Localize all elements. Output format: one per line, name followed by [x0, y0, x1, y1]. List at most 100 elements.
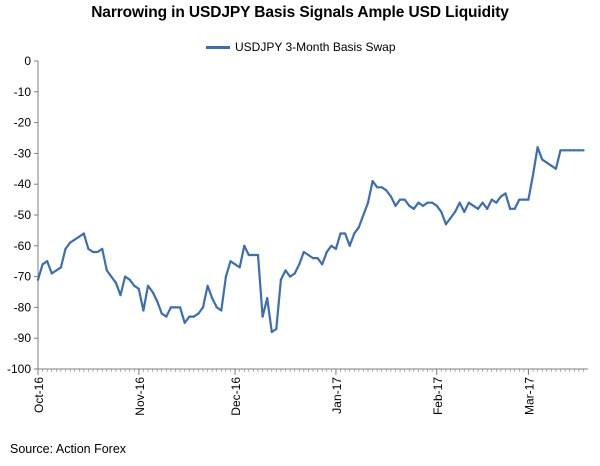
- data-point: [573, 149, 576, 152]
- y-axis: 0 -10 -20 -30 -40 -50 -60 -70 -80 -90 -100: [7, 54, 39, 376]
- x-tick-label: Mar-17: [522, 377, 536, 415]
- data-point: [490, 198, 493, 201]
- data-point: [458, 201, 461, 204]
- data-point: [518, 198, 521, 201]
- data-point: [165, 315, 168, 318]
- data-point: [261, 315, 264, 318]
- y-tick-label: -10: [14, 85, 32, 99]
- data-point: [426, 201, 429, 204]
- data-point: [142, 309, 145, 312]
- data-point: [421, 204, 425, 207]
- data-point: [522, 198, 525, 201]
- data-point: [486, 207, 489, 210]
- series-line-0: [36, 146, 585, 334]
- data-point: [504, 192, 507, 195]
- data-point: [293, 272, 296, 275]
- data-point: [68, 241, 72, 244]
- data-point: [325, 250, 328, 254]
- data-point: [339, 232, 342, 235]
- data-point: [495, 201, 498, 204]
- source-note: Source: Action Forex: [10, 442, 127, 456]
- data-point: [160, 312, 163, 315]
- chart-title: Narrowing in USDJPY Basis Signals Ample …: [91, 4, 509, 21]
- data-point: [50, 272, 53, 275]
- data-point: [46, 260, 49, 263]
- data-point: [398, 198, 402, 201]
- data-point: [444, 223, 448, 226]
- data-point: [211, 297, 214, 300]
- data-point: [348, 244, 351, 247]
- data-point: [36, 278, 40, 281]
- data-point: [101, 247, 104, 250]
- data-point: [366, 201, 370, 204]
- legend-label: USDJPY 3-Month Basis Swap: [235, 40, 396, 54]
- data-point: [440, 210, 443, 214]
- y-tick-label: 0: [24, 54, 31, 68]
- data-point: [192, 315, 195, 318]
- data-point: [403, 198, 406, 201]
- data-point: [316, 257, 319, 260]
- x-axis: Oct-16 Nov-16 Dec-16 Jan-17 Feb-17 Mar-17: [32, 368, 588, 416]
- y-tick-label: -100: [7, 362, 31, 376]
- data-point: [201, 306, 205, 309]
- data-point: [330, 244, 333, 247]
- data-point: [380, 186, 383, 189]
- data-point: [343, 232, 347, 235]
- data-point: [110, 275, 113, 278]
- y-tick-label: -20: [14, 116, 32, 130]
- data-point: [568, 149, 571, 152]
- data-point: [453, 210, 457, 214]
- data-point: [321, 263, 324, 266]
- data-point: [334, 247, 338, 250]
- data-point: [128, 278, 131, 281]
- x-tick-label: Feb-17: [431, 377, 445, 415]
- data-point: [275, 327, 278, 331]
- data-point: [146, 284, 150, 287]
- data-point: [408, 204, 411, 207]
- data-point: [559, 149, 562, 152]
- data-point: [270, 330, 273, 334]
- data-point: [197, 312, 200, 315]
- data-point: [536, 146, 539, 149]
- data-point: [371, 180, 374, 183]
- legend-swatch: [206, 45, 230, 49]
- data-point: [563, 149, 567, 152]
- data-point: [206, 284, 209, 287]
- y-tick-label: -80: [14, 300, 32, 314]
- data-point: [59, 266, 63, 269]
- data-point: [376, 186, 379, 189]
- data-point: [307, 253, 310, 257]
- data-point: [119, 293, 122, 297]
- y-tick-label: -60: [14, 239, 32, 253]
- data-point: [215, 306, 218, 309]
- data-point: [229, 260, 232, 263]
- data-point: [123, 275, 127, 278]
- data-point: [582, 149, 585, 152]
- legend: USDJPY 3-Month Basis Swap: [206, 40, 396, 54]
- data-point: [288, 275, 292, 278]
- data-point: [183, 321, 186, 324]
- y-tick-label: -40: [14, 177, 32, 191]
- data-point: [357, 226, 360, 229]
- y-tick-label: -90: [14, 331, 32, 345]
- data-point: [467, 201, 470, 204]
- y-tick-label: -30: [14, 146, 32, 160]
- x-tick-label: Jan-17: [330, 377, 344, 414]
- data-point: [96, 250, 99, 254]
- data-point: [114, 281, 118, 284]
- data-point: [105, 269, 108, 272]
- data-point: [64, 247, 67, 250]
- x-tick-label: Oct-16: [32, 377, 46, 413]
- data-point: [220, 309, 223, 312]
- data-point: [279, 278, 283, 281]
- data-point: [302, 250, 305, 254]
- data-point: [435, 204, 438, 207]
- data-point: [156, 300, 159, 303]
- data-point: [188, 315, 191, 318]
- x-tick-label: Dec-16: [229, 377, 243, 416]
- data-point: [233, 263, 237, 266]
- data-point: [541, 158, 544, 161]
- data-point: [137, 287, 140, 291]
- data-point: [513, 207, 516, 210]
